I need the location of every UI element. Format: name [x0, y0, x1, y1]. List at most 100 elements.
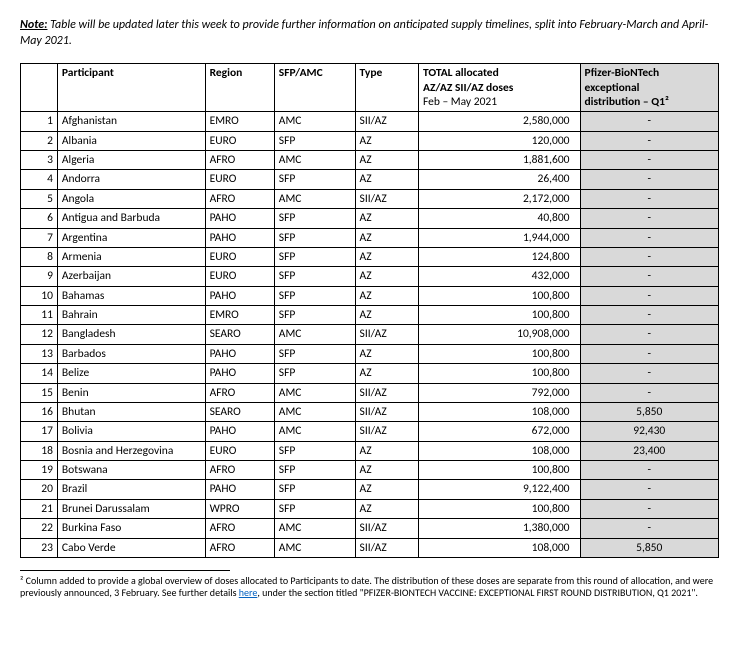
cell-total: 100,800: [419, 344, 581, 363]
cell-participant: Cabo Verde: [57, 538, 205, 557]
cell-region: WPRO: [205, 499, 274, 518]
cell-pfizer: -: [580, 209, 718, 228]
cell-total: 108,000: [419, 402, 581, 421]
col-region: Region: [205, 64, 274, 112]
cell-type: AZ: [355, 267, 418, 286]
cell-participant: Armenia: [57, 247, 205, 266]
cell-number: 13: [21, 344, 58, 363]
cell-region: PAHO: [205, 480, 274, 499]
table-row: 7ArgentinaPAHOSFPAZ1,944,000-: [21, 228, 719, 247]
cell-pfizer: 23,400: [580, 441, 718, 460]
cell-pfizer: -: [580, 131, 718, 150]
table-row: 17BoliviaPAHOAMCSII/AZ672,00092,430: [21, 422, 719, 441]
cell-type: SII/AZ: [355, 402, 418, 421]
cell-participant: Burkina Faso: [57, 519, 205, 538]
cell-type: AZ: [355, 131, 418, 150]
cell-region: EURO: [205, 131, 274, 150]
footnote-post: , under the section titled "PFIZER-BIONT…: [257, 586, 698, 599]
cell-pfizer: -: [580, 228, 718, 247]
cell-pfizer: -: [580, 344, 718, 363]
cell-number: 18: [21, 441, 58, 460]
cell-pfizer: -: [580, 519, 718, 538]
cell-number: 17: [21, 422, 58, 441]
cell-sfp: AMC: [274, 112, 355, 131]
cell-participant: Azerbaijan: [57, 267, 205, 286]
table-row: 2AlbaniaEUROSFPAZ120,000-: [21, 131, 719, 150]
cell-type: SII/AZ: [355, 383, 418, 402]
table-row: 13BarbadosPAHOSFPAZ100,800-: [21, 344, 719, 363]
cell-sfp: AMC: [274, 383, 355, 402]
cell-sfp: SFP: [274, 364, 355, 383]
cell-sfp: AMC: [274, 538, 355, 557]
cell-participant: Barbados: [57, 344, 205, 363]
footnote: ² Column added to provide a global overv…: [20, 575, 719, 600]
table-row: 12BangladeshSEAROAMCSII/AZ10,908,000-: [21, 325, 719, 344]
cell-pfizer: -: [580, 364, 718, 383]
cell-type: SII/AZ: [355, 325, 418, 344]
cell-sfp: SFP: [274, 209, 355, 228]
cell-type: AZ: [355, 344, 418, 363]
cell-sfp: SFP: [274, 267, 355, 286]
cell-type: AZ: [355, 170, 418, 189]
cell-total: 40,800: [419, 209, 581, 228]
cell-participant: Benin: [57, 383, 205, 402]
cell-type: AZ: [355, 151, 418, 170]
cell-total: 792,000: [419, 383, 581, 402]
cell-sfp: SFP: [274, 499, 355, 518]
cell-type: SII/AZ: [355, 519, 418, 538]
cell-number: 2: [21, 131, 58, 150]
cell-sfp: SFP: [274, 344, 355, 363]
cell-total: 10,908,000: [419, 325, 581, 344]
cell-total: 120,000: [419, 131, 581, 150]
cell-type: AZ: [355, 247, 418, 266]
table-row: 9AzerbaijanEUROSFPAZ432,000-: [21, 267, 719, 286]
cell-pfizer: -: [580, 480, 718, 499]
cell-pfizer: 92,430: [580, 422, 718, 441]
cell-region: EURO: [205, 441, 274, 460]
cell-total: 2,580,000: [419, 112, 581, 131]
cell-type: SII/AZ: [355, 538, 418, 557]
table-row: 6Antigua and BarbudaPAHOSFPAZ40,800-: [21, 209, 719, 228]
cell-number: 16: [21, 402, 58, 421]
cell-pfizer: -: [580, 383, 718, 402]
cell-region: AFRO: [205, 519, 274, 538]
cell-pfizer: -: [580, 170, 718, 189]
cell-number: 10: [21, 286, 58, 305]
cell-type: AZ: [355, 364, 418, 383]
cell-pfizer: 5,850: [580, 538, 718, 557]
cell-number: 9: [21, 267, 58, 286]
cell-pfizer: -: [580, 461, 718, 480]
cell-sfp: SFP: [274, 131, 355, 150]
cell-sfp: SFP: [274, 461, 355, 480]
cell-total: 1,881,600: [419, 151, 581, 170]
cell-sfp: AMC: [274, 519, 355, 538]
cell-participant: Algeria: [57, 151, 205, 170]
cell-total: 100,800: [419, 306, 581, 325]
cell-region: AFRO: [205, 461, 274, 480]
cell-number: 7: [21, 228, 58, 247]
table-row: 10BahamasPAHOSFPAZ100,800-: [21, 286, 719, 305]
cell-participant: Bosnia and Herzegovina: [57, 441, 205, 460]
cell-sfp: AMC: [274, 151, 355, 170]
cell-participant: Bolivia: [57, 422, 205, 441]
cell-total: 100,800: [419, 286, 581, 305]
cell-total: 100,800: [419, 499, 581, 518]
table-row: 22Burkina FasoAFROAMCSII/AZ1,380,000-: [21, 519, 719, 538]
cell-region: AFRO: [205, 538, 274, 557]
cell-participant: Albania: [57, 131, 205, 150]
cell-number: 3: [21, 151, 58, 170]
cell-participant: Brunei Darussalam: [57, 499, 205, 518]
cell-participant: Botswana: [57, 461, 205, 480]
cell-number: 23: [21, 538, 58, 557]
cell-pfizer: -: [580, 286, 718, 305]
cell-type: SII/AZ: [355, 189, 418, 208]
cell-type: AZ: [355, 499, 418, 518]
table-row: 5AngolaAFROAMCSII/AZ2,172,000-: [21, 189, 719, 208]
cell-number: 19: [21, 461, 58, 480]
footnote-separator: [20, 570, 230, 571]
cell-participant: Bahamas: [57, 286, 205, 305]
cell-type: AZ: [355, 441, 418, 460]
table-row: 8ArmeniaEUROSFPAZ124,800-: [21, 247, 719, 266]
cell-region: SEARO: [205, 402, 274, 421]
footnote-link[interactable]: here: [239, 586, 258, 599]
